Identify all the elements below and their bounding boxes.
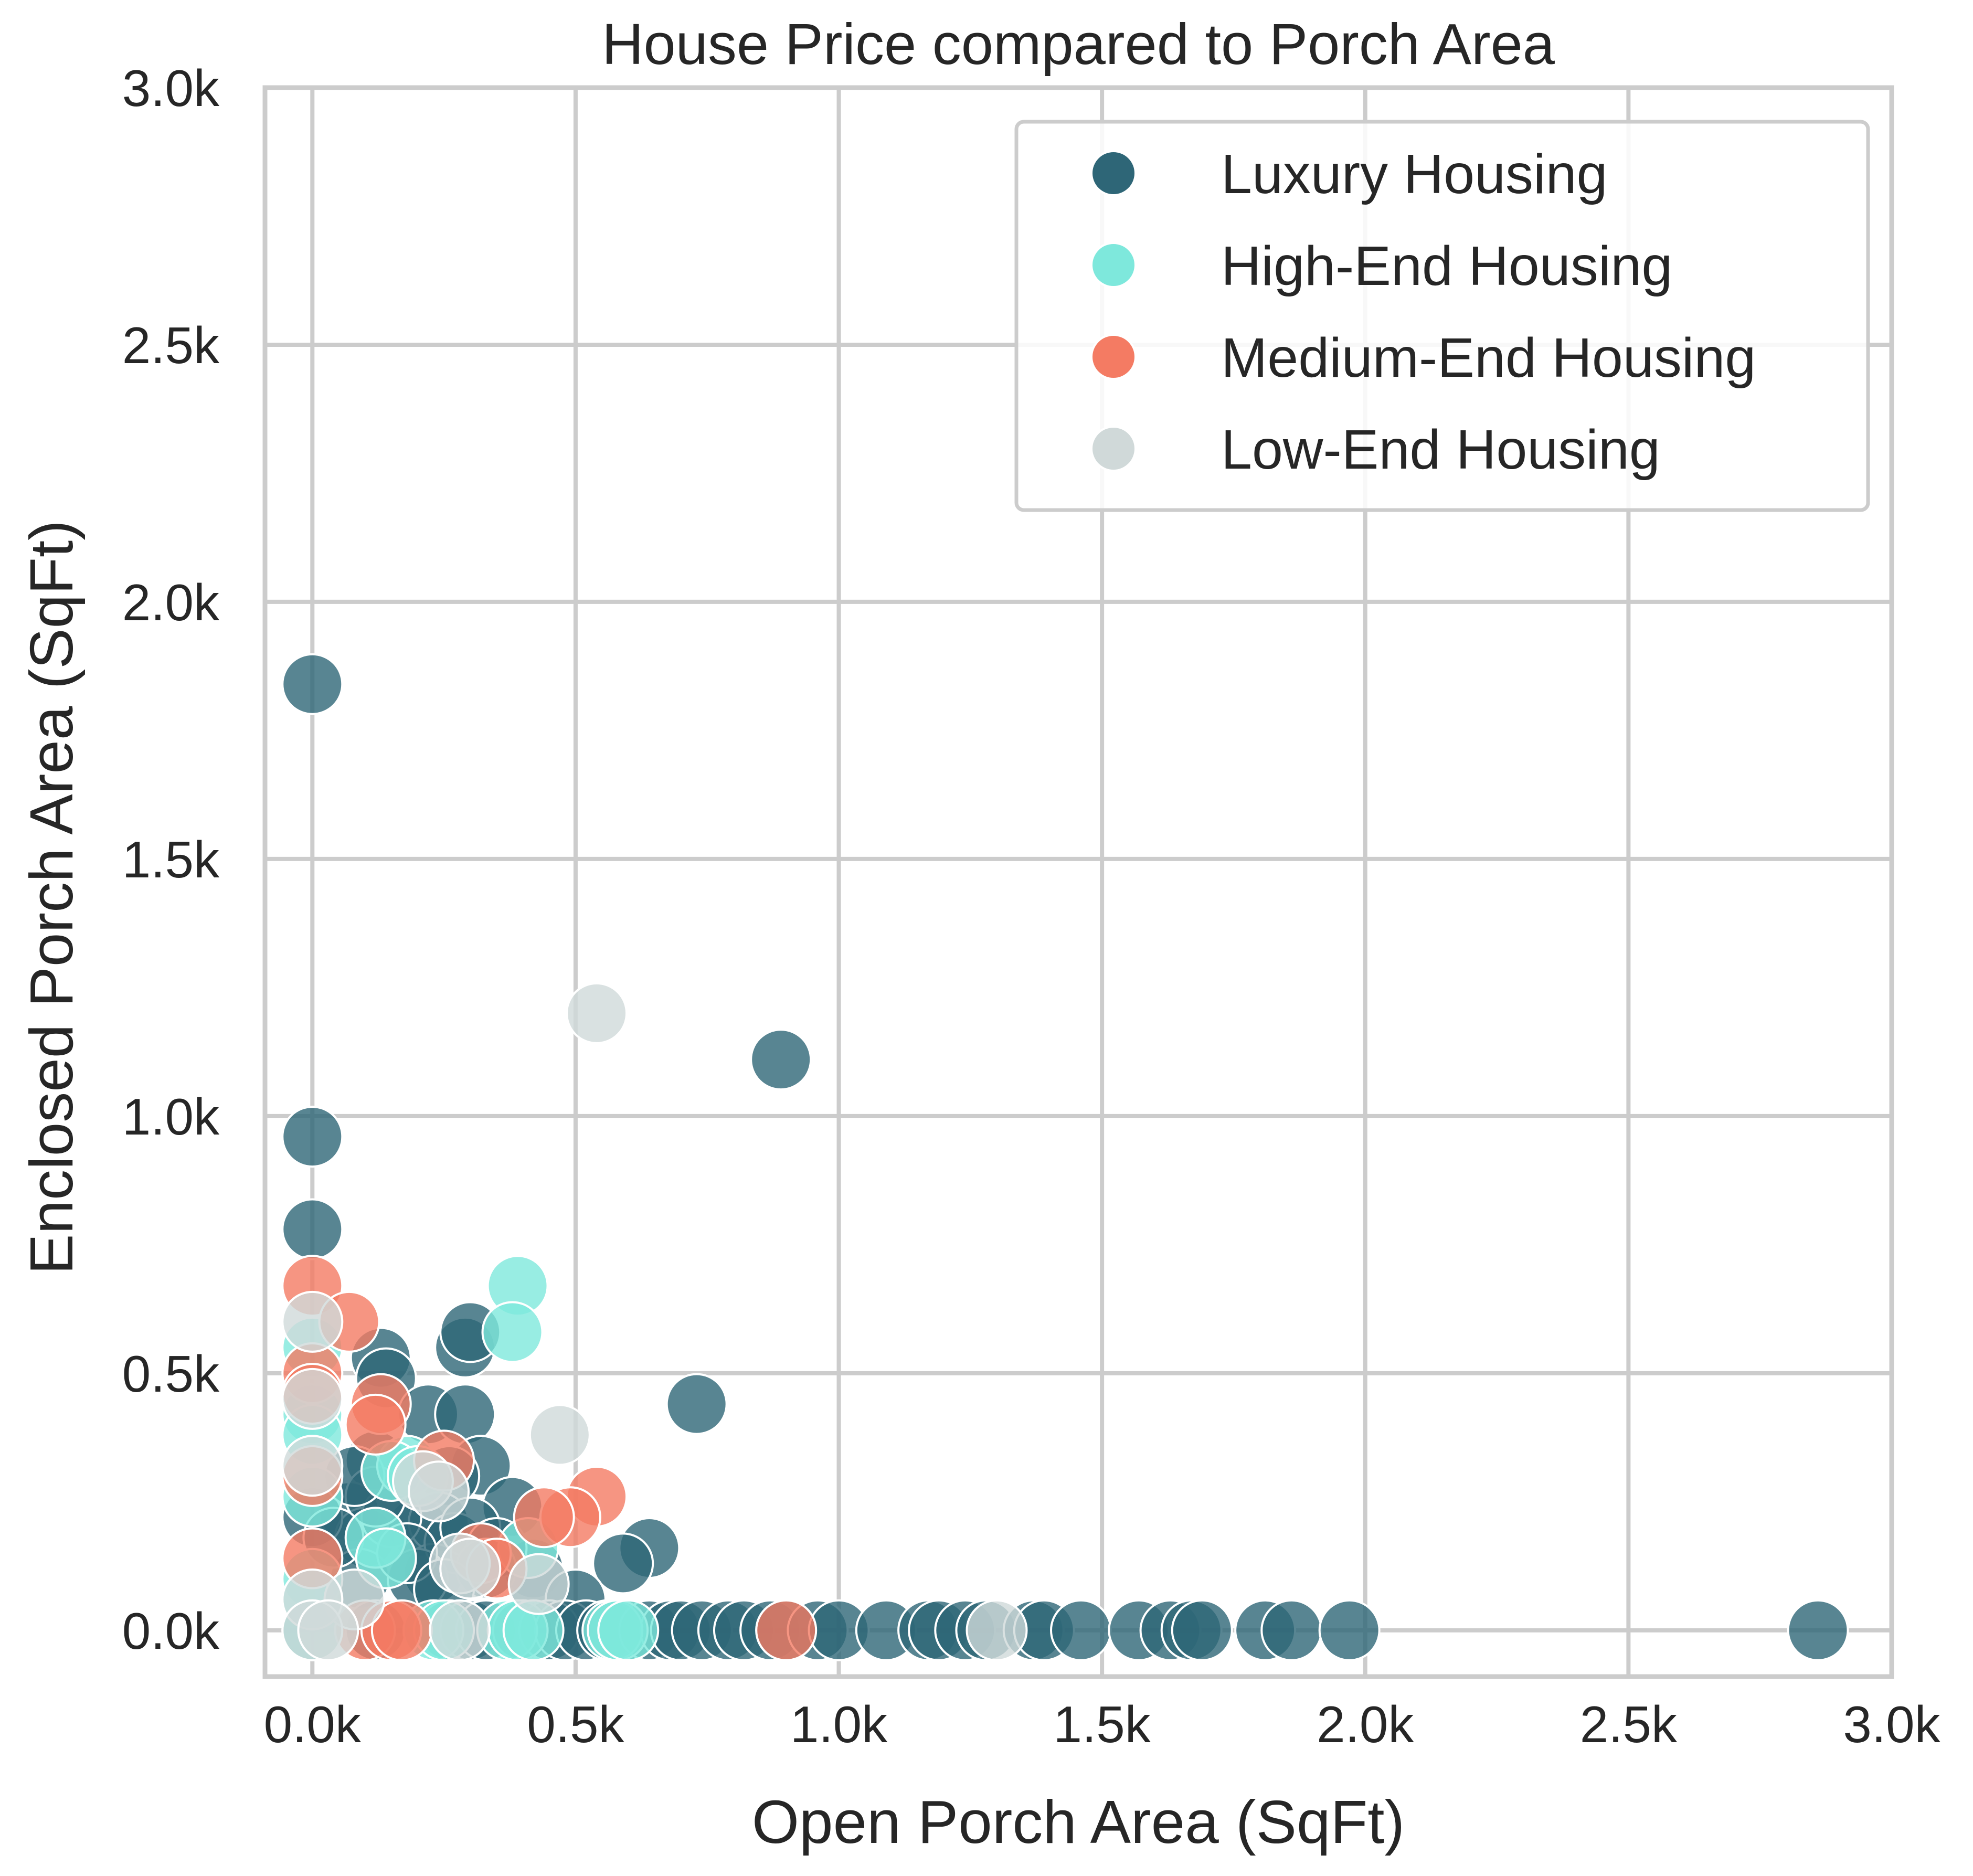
- data-point: [281, 1106, 344, 1168]
- legend-label: Luxury Housing: [1221, 143, 1608, 205]
- points: [281, 653, 1849, 1661]
- data-point: [281, 653, 344, 715]
- plot-frame: [262, 85, 1894, 1679]
- y-tick-label: 0.0k: [122, 1602, 220, 1660]
- data-point: [755, 1599, 818, 1661]
- data-point: [281, 1198, 344, 1260]
- data-point: [1050, 1599, 1112, 1661]
- y-axis-ticks: 0.0k 0.5k 1.0k 1.5k 2.0k 2.5k 3.0k: [122, 59, 220, 1660]
- data-point: [507, 1553, 570, 1615]
- data-point: [297, 1599, 359, 1661]
- x-tick-label: 1.5k: [1054, 1695, 1151, 1753]
- data-point: [281, 1368, 344, 1430]
- data-point: [344, 1393, 407, 1456]
- y-axis-label: Enclosed Porch Area (SqFt): [17, 520, 86, 1275]
- x-tick-label: 0.5k: [527, 1695, 624, 1753]
- data-point: [1171, 1599, 1233, 1661]
- legend-label: Medium-End Housing: [1221, 327, 1756, 389]
- data-point: [566, 982, 628, 1044]
- data-point: [439, 1538, 502, 1600]
- x-tick-label: 2.5k: [1580, 1695, 1678, 1753]
- legend-marker: [1090, 334, 1137, 380]
- legend-box: [1014, 120, 1870, 512]
- data-point: [355, 1527, 417, 1589]
- legend-marker: [1090, 150, 1137, 196]
- data-point: [429, 1599, 491, 1661]
- data-point: [281, 1290, 344, 1353]
- data-point: [966, 1599, 1028, 1661]
- y-tick-label: 0.5k: [122, 1345, 220, 1403]
- data-point: [665, 1373, 728, 1435]
- y-tick-label: 2.0k: [122, 574, 220, 631]
- data-point: [408, 1460, 470, 1523]
- y-tick-label: 1.0k: [122, 1088, 220, 1146]
- legend: Luxury Housing High-End Housing Medium-End…: [1014, 120, 1870, 512]
- data-point: [528, 1404, 591, 1466]
- chart-title: House Price compared to Porch Area: [602, 12, 1555, 77]
- legend-marker: [1090, 242, 1137, 288]
- data-point: [481, 1301, 544, 1363]
- y-tick-label: 2.5k: [122, 316, 220, 374]
- data-point: [513, 1486, 575, 1549]
- legend-label: Low-End Housing: [1221, 419, 1660, 481]
- data-point: [592, 1532, 654, 1595]
- series-low-end-housing: [281, 982, 1028, 1661]
- data-point: [1318, 1599, 1381, 1661]
- data-point: [1787, 1599, 1849, 1661]
- data-point: [1260, 1599, 1323, 1661]
- data-point: [281, 1435, 344, 1497]
- x-tick-label: 0.0k: [264, 1695, 362, 1753]
- legend-label: High-End Housing: [1221, 235, 1672, 297]
- x-tick-label: 1.0k: [790, 1695, 888, 1753]
- data-point: [750, 1029, 812, 1091]
- x-tick-label: 3.0k: [1843, 1695, 1940, 1753]
- y-tick-label: 3.0k: [122, 59, 220, 117]
- legend-marker: [1090, 426, 1137, 472]
- x-axis-ticks: 0.0k 0.5k 1.0k 1.5k 2.0k 2.5k 3.0k: [264, 1695, 1941, 1753]
- x-axis-label: Open Porch Area (SqFt): [752, 1788, 1405, 1856]
- y-tick-label: 1.5k: [122, 831, 220, 888]
- data-point: [597, 1599, 660, 1661]
- x-tick-label: 2.0k: [1317, 1695, 1414, 1753]
